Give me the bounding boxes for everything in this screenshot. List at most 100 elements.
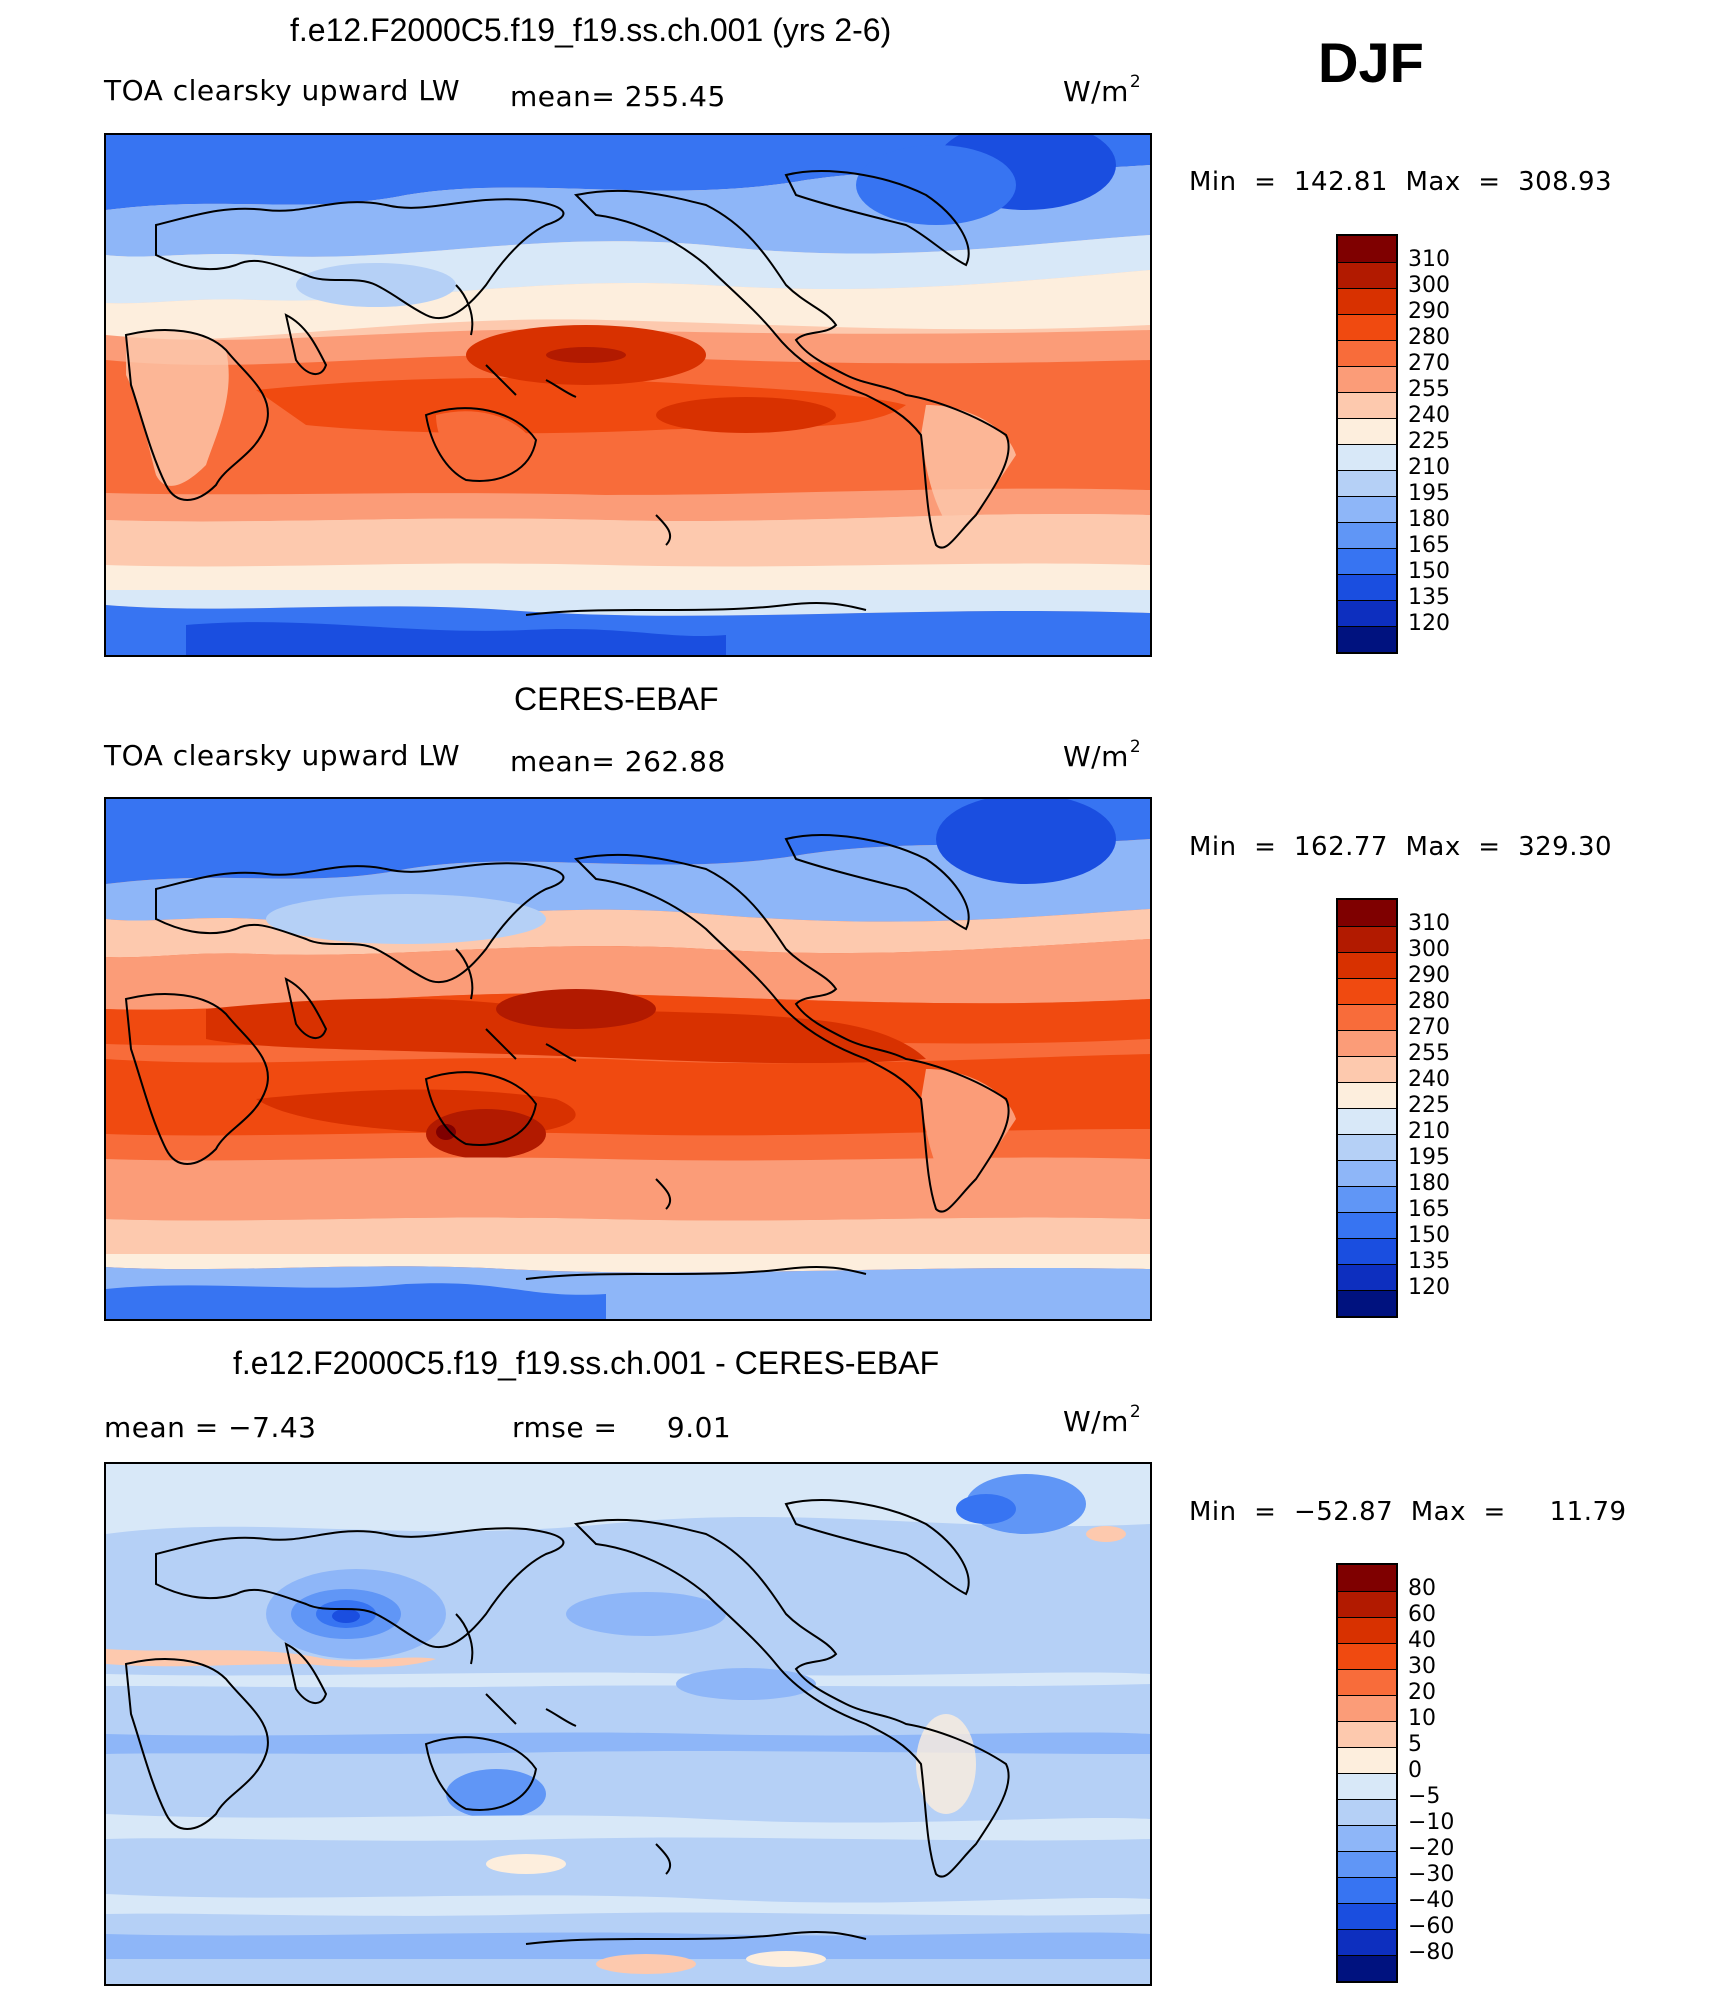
panel1-colorbar-tick-label: 240 [1408,403,1450,428]
panel2-colorbar-tick-label: 280 [1408,989,1450,1014]
panel2-colorbar-tick-label: 135 [1408,1249,1450,1274]
panel1-mean-value: 255.45 [624,80,726,113]
panel1-colorbar-swatch [1338,574,1396,600]
panel2-map-svg [106,799,1150,1319]
panel3-colorbar-tick-label: 20 [1408,1680,1436,1705]
panel3-colorbar-swatch [1338,1617,1396,1643]
panel3-colorbar-tick-label: −5 [1408,1784,1441,1809]
panel2-colorbar-swatch [1338,900,1396,926]
panel2-colorbar-tick-label: 180 [1408,1171,1450,1196]
panel2-colorbar-tick-label: 165 [1408,1197,1450,1222]
panel1-map [104,133,1152,657]
panel3-mean: mean = −7.43 [104,1411,317,1444]
panel1-colorbar-swatch [1338,340,1396,366]
panel1-colorbar [1336,234,1398,654]
panel1-colorbar-swatch [1338,548,1396,574]
panel2-mean-value: 262.88 [624,745,726,778]
panel3-colorbar-tick-label: −80 [1408,1940,1455,1965]
panel1-variable-label: TOA clearsky upward LW [104,74,461,107]
panel1-colorbar-tick-label: 165 [1408,533,1450,558]
panel3-rmse-label: rmse = [512,1411,618,1444]
panel3-map-svg [106,1464,1150,1984]
panel1-units-text: W/m [1063,75,1129,108]
panel3-colorbar-swatch [1338,1903,1396,1929]
panel1-colorbar-swatch [1338,314,1396,340]
panel2-colorbar-tick-label: 210 [1408,1119,1450,1144]
panel3-colorbar-tick-label: −40 [1408,1888,1455,1913]
panel1-colorbar-tick-label: 310 [1408,247,1450,272]
panel3-colorbar-swatch [1338,1877,1396,1903]
panel2-colorbar-tick-label: 150 [1408,1223,1450,1248]
panel2-colorbar-tick-label: 240 [1408,1067,1450,1092]
panel3-units: W/m2 [1063,1402,1141,1438]
panel2-colorbar-swatch [1338,1108,1396,1134]
panel1-colorbar-swatch [1338,236,1396,262]
panel1-colorbar-swatch [1338,496,1396,522]
panel3-colorbar-swatch [1338,1955,1396,1981]
panel3-colorbar-swatch [1338,1825,1396,1851]
panel3-colorbar-tick-label: 30 [1408,1654,1436,1679]
panel1-colorbar-tick-label: 280 [1408,325,1450,350]
panel1-colorbar-tick-label: 180 [1408,507,1450,532]
panel3-colorbar-tick-label: 40 [1408,1628,1436,1653]
panel2-colorbar-swatch [1338,1004,1396,1030]
panel2-units: W/m2 [1063,737,1141,773]
panel2-mean-label: mean= [510,745,616,778]
panel1-colorbar-tick-label: 225 [1408,429,1450,454]
panel1-colorbar-swatch [1338,418,1396,444]
panel3-colorbar-tick-label: 80 [1408,1576,1436,1601]
panel3-colorbar-swatch [1338,1669,1396,1695]
panel3-colorbar-swatch [1338,1773,1396,1799]
panel2-minmax: Min = 162.77 Max = 329.30 [1189,832,1613,862]
panel1-mean-label: mean= [510,80,616,113]
panel1-minmax: Min = 142.81 Max = 308.93 [1189,167,1613,197]
panel2-title: CERES-EBAF [514,681,719,717]
panel3-colorbar-tick-label: −20 [1408,1836,1455,1861]
panel3-colorbar-tick-label: −10 [1408,1810,1455,1835]
panel1-colorbar-swatch [1338,444,1396,470]
panel2-colorbar-tick-label: 225 [1408,1093,1450,1118]
panel3-minmax: Min = −52.87 Max = 11.79 [1189,1497,1627,1527]
panel3-colorbar-swatch [1338,1747,1396,1773]
panel2-colorbar-swatch [1338,1264,1396,1290]
panel3-colorbar-tick-label: 5 [1408,1732,1422,1757]
panel3-units-exp: 2 [1129,1402,1142,1422]
panel2-colorbar-swatch [1338,1030,1396,1056]
panel2-colorbar-swatch [1338,1056,1396,1082]
panel3-colorbar-swatch [1338,1643,1396,1669]
panel1-colorbar-swatch [1338,262,1396,288]
panel3-colorbar-tick-label: 0 [1408,1758,1422,1783]
panel3-colorbar-swatch [1338,1695,1396,1721]
panel2-colorbar-tick-label: 120 [1408,1275,1450,1300]
panel2-colorbar-tick-label: 310 [1408,911,1450,936]
panel2-colorbar-swatch [1338,1212,1396,1238]
panel1-colorbar-swatch [1338,288,1396,314]
panel2-colorbar-swatch [1338,1186,1396,1212]
panel1-colorbar-tick-label: 135 [1408,585,1450,610]
panel2-colorbar-swatch [1338,1290,1396,1316]
panel1-colorbar-tick-label: 120 [1408,611,1450,636]
panel2-colorbar-swatch [1338,1082,1396,1108]
panel1-colorbar-tick-label: 195 [1408,481,1450,506]
panel3-colorbar-swatch [1338,1929,1396,1955]
panel2-colorbar-swatch [1338,1160,1396,1186]
panel2-colorbar-swatch [1338,952,1396,978]
panel2-colorbar-swatch [1338,978,1396,1004]
panel3-colorbar-tick-label: −60 [1408,1914,1455,1939]
panel2-colorbar-tick-label: 270 [1408,1015,1450,1040]
panel2-colorbar [1336,898,1398,1318]
panel1-colorbar-swatch [1338,392,1396,418]
panel1-colorbar-swatch [1338,366,1396,392]
panel3-rmse-value: 9.01 [666,1411,732,1444]
panel2-units-exp: 2 [1129,737,1142,757]
panel3-title: f.e12.F2000C5.f19_f19.ss.ch.001 - CERES-… [233,1345,940,1381]
panel2-variable-label: TOA clearsky upward LW [104,739,461,772]
panel2-colorbar-tick-label: 255 [1408,1041,1450,1066]
panel1-colorbar-swatch [1338,522,1396,548]
panel1-title: f.e12.F2000C5.f19_f19.ss.ch.001 (yrs 2-6… [290,12,892,48]
panel2-colorbar-swatch [1338,926,1396,952]
panel1-units: W/m2 [1063,72,1141,108]
panel3-rmse: rmse = 9.01 [512,1411,731,1444]
panel3-colorbar-tick-label: −30 [1408,1862,1455,1887]
panel3-colorbar-swatch [1338,1799,1396,1825]
